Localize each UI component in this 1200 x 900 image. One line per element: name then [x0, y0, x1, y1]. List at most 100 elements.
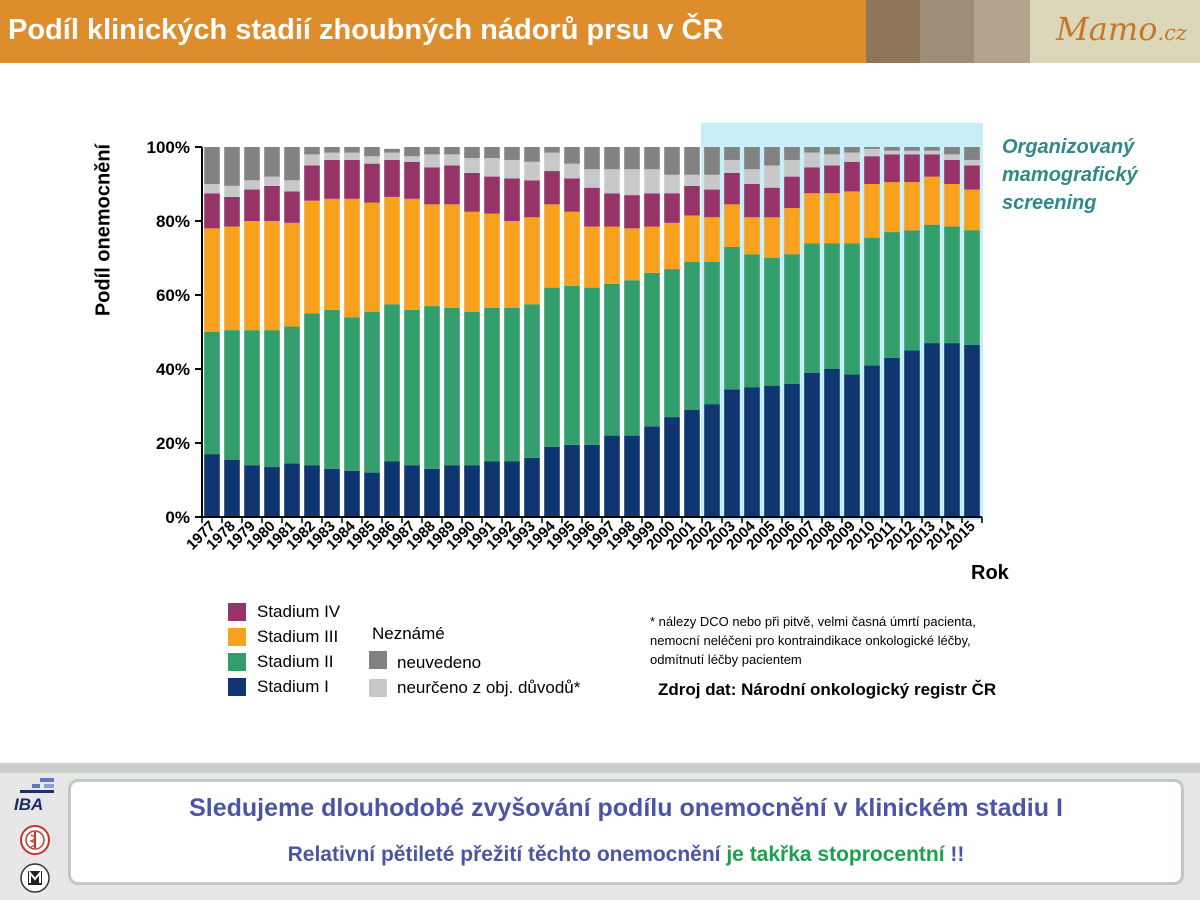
legend-swatch-stadium-i: [228, 678, 246, 696]
bar-segment-1994-series-1: [544, 287, 560, 447]
y-tick-label-5: 100%: [147, 138, 190, 157]
bar-segment-1995-series-1: [564, 285, 580, 445]
bar-segment-1981-series-3: [284, 191, 300, 223]
bar-segment-1978-series-4: [224, 185, 240, 197]
bar-segment-2000-series-2: [664, 222, 680, 270]
iba-logo-text: IBA: [14, 795, 44, 814]
bar-segment-1997-series-3: [604, 193, 620, 227]
bar-segment-2011-series-4: [884, 150, 900, 155]
page-title: Podíl klinických stadií zhoubných nádorů…: [8, 14, 724, 46]
bar-segment-1987-series-1: [404, 309, 420, 466]
bar-segment-1979-series-0: [244, 465, 260, 517]
bar-segment-1998-series-4: [624, 169, 640, 196]
bar-segment-1982-series-4: [304, 154, 320, 166]
bar-segment-2002-series-2: [704, 217, 720, 262]
bar-segment-1987-series-0: [404, 465, 420, 517]
bar-segment-2004-series-3: [744, 184, 760, 218]
bar-segment-2015-series-2: [964, 189, 980, 231]
bar-segment-1984-series-2: [344, 198, 360, 318]
bar-segment-2015-series-0: [964, 344, 980, 517]
bar-segment-2002-series-0: [704, 404, 720, 517]
legend-swatch-neuvedeno: [369, 651, 387, 669]
header-swatch-1: [866, 0, 920, 63]
bar-segment-1984-series-4: [344, 152, 360, 160]
mamo-logo[interactable]: Mamo.cz: [1030, 0, 1200, 63]
bar-segment-1996-series-2: [584, 226, 600, 288]
bar-segment-2009-series-2: [844, 191, 860, 244]
bar-segment-2015-series-5: [964, 147, 980, 160]
bar-segment-2013-series-4: [924, 150, 940, 155]
bar-segment-1988-series-4: [424, 154, 440, 168]
bar-segment-2011-series-3: [884, 154, 900, 183]
bar-segment-1991-series-4: [484, 158, 500, 177]
bar-segment-1988-series-5: [424, 147, 440, 155]
bar-segment-1989-series-4: [444, 154, 460, 166]
bar-segment-1977-series-2: [204, 228, 220, 332]
legend-swatch-stadium-iv: [228, 603, 246, 621]
bar-segment-1993-series-2: [524, 217, 540, 305]
bar-segment-1989-series-3: [444, 165, 460, 205]
bar-segment-1983-series-0: [324, 468, 340, 517]
bar-segment-2008-series-1: [824, 243, 840, 369]
bar-segment-2008-series-2: [824, 193, 840, 244]
iba-logo-icon: [20, 778, 54, 793]
bar-segment-1981-series-1: [284, 326, 300, 464]
message-subline-part-1: Relativní pětileté přežití těchto onemoc…: [287, 843, 727, 866]
bar-segment-1984-series-3: [344, 159, 360, 199]
y-tick-label-4: 80%: [156, 212, 190, 231]
bar-segment-2005-series-1: [764, 258, 780, 386]
bar-segment-1978-series-0: [224, 459, 240, 517]
bar-segment-1985-series-0: [364, 472, 380, 517]
bar-segment-1984-series-5: [344, 147, 360, 153]
bar-segment-2003-series-0: [724, 389, 740, 517]
bar-segment-2014-series-0: [944, 343, 960, 517]
bar-segment-2004-series-5: [744, 147, 760, 170]
bar-segment-1991-series-5: [484, 147, 500, 159]
bar-segment-1979-series-1: [244, 330, 260, 466]
bar-segment-1978-series-2: [224, 226, 240, 331]
bar-segment-1989-series-5: [444, 147, 460, 155]
bar-segment-1980-series-0: [264, 467, 280, 517]
mamo-logo-text: Mamo.cz: [1056, 10, 1187, 48]
bar-segment-1993-series-4: [524, 161, 540, 181]
bar-segment-2005-series-0: [764, 385, 780, 517]
bar-segment-2002-series-4: [704, 174, 720, 190]
bar-segment-1996-series-3: [584, 187, 600, 227]
legend-swatch-neurceno: [369, 679, 387, 697]
bar-segment-2005-series-2: [764, 217, 780, 258]
bar-segment-2013-series-5: [924, 147, 940, 151]
bar-segment-1985-series-4: [364, 156, 380, 164]
bar-segment-2000-series-3: [664, 193, 680, 223]
bar-segment-2009-series-0: [844, 374, 860, 517]
bar-segment-2003-series-3: [724, 172, 740, 205]
bar-segment-1985-series-1: [364, 311, 380, 473]
bar-segment-1995-series-4: [564, 163, 580, 179]
bar-segment-2013-series-3: [924, 154, 940, 177]
bar-segment-1984-series-0: [344, 470, 360, 517]
bar-segment-1993-series-5: [524, 147, 540, 162]
bar-segment-2007-series-1: [804, 243, 820, 373]
bar-segment-2015-series-4: [964, 159, 980, 166]
bar-segment-1982-series-1: [304, 313, 320, 466]
bar-segment-2012-series-3: [904, 154, 920, 183]
bar-segment-1998-series-1: [624, 280, 640, 436]
bar-segment-2009-series-4: [844, 152, 860, 162]
bar-segment-1996-series-1: [584, 287, 600, 445]
bar-segment-2010-series-2: [864, 184, 880, 238]
x-tick-labels: 1977197819791980198119821983198419851986…: [183, 517, 979, 553]
bar-segment-2002-series-5: [704, 147, 720, 175]
bar-segment-1982-series-2: [304, 200, 320, 314]
bar-segment-1981-series-5: [284, 147, 300, 181]
bar-segment-2007-series-3: [804, 167, 820, 194]
bar-segment-1981-series-4: [284, 180, 300, 192]
bar-segment-2006-series-5: [784, 147, 800, 160]
bar-segment-1987-series-2: [404, 198, 420, 310]
bar-segment-1990-series-0: [464, 465, 480, 517]
bar-segment-2004-series-0: [744, 387, 760, 517]
bar-segment-2008-series-4: [824, 154, 840, 166]
bar-segment-2002-series-3: [704, 189, 720, 218]
bar-segment-2008-series-5: [824, 147, 840, 155]
faculty-emblem-icon: [20, 825, 50, 855]
bars-group: [204, 147, 980, 517]
bar-segment-2015-series-1: [964, 230, 980, 345]
